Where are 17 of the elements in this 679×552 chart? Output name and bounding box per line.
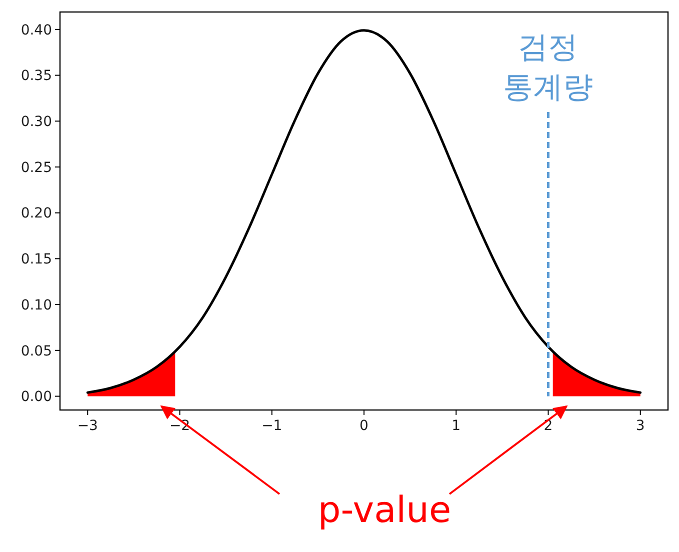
ref-line-label: 검정 통계량 — [503, 30, 594, 105]
x-tick-label: 3 — [636, 418, 645, 434]
y-tick-label: 0.35 — [20, 68, 52, 84]
x-tick-label: −3 — [77, 418, 98, 434]
y-tick-label: 0.30 — [20, 114, 52, 130]
x-tick-label: −1 — [262, 418, 282, 434]
y-tick-label: 0.10 — [20, 297, 52, 314]
line-series — [86, 29, 642, 394]
x-tick-label: 1 — [452, 418, 461, 434]
y-tick-label: 0.00 — [20, 389, 52, 406]
x-tick-label: 0 — [360, 418, 368, 434]
y-tick-label: 0.05 — [20, 343, 52, 360]
y-tick-label: 0.20 — [20, 206, 52, 222]
text: p-value — [318, 490, 452, 531]
y-tick-label: 0.40 — [20, 22, 52, 38]
y-tick-label: 0.15 — [20, 252, 52, 268]
y-tick-label: 0.25 — [20, 160, 52, 176]
